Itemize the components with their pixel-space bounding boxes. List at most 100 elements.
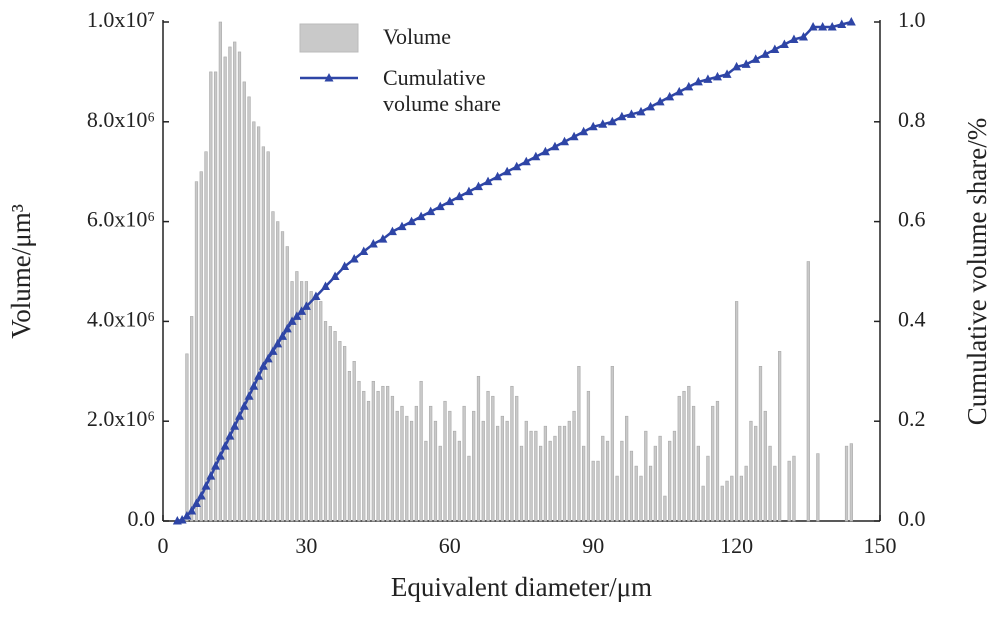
bar	[252, 121, 256, 522]
bar	[696, 445, 700, 522]
marker	[311, 291, 321, 300]
bar	[529, 430, 533, 522]
bar	[672, 430, 677, 522]
marker	[225, 431, 235, 440]
bar	[343, 346, 347, 522]
bar	[648, 465, 653, 522]
marker	[321, 281, 331, 290]
bar	[285, 246, 289, 522]
bar	[615, 475, 619, 522]
marker	[760, 49, 770, 58]
bar	[429, 405, 433, 522]
y-axis-title: Volume/μm³	[6, 204, 36, 339]
bar	[754, 425, 758, 522]
legend-label: Cumulative volume share	[383, 65, 501, 116]
marker	[297, 306, 307, 315]
bar	[304, 281, 309, 522]
bar	[787, 460, 791, 522]
bar	[744, 465, 748, 522]
bar	[639, 475, 643, 522]
bar	[610, 366, 614, 522]
marker	[531, 151, 541, 161]
bar	[562, 425, 567, 522]
marker	[435, 201, 445, 211]
marker	[201, 481, 211, 490]
legend-marker	[324, 73, 334, 82]
marker	[454, 191, 464, 201]
marker	[579, 126, 589, 136]
y2-tick-label: 0.0	[898, 506, 926, 531]
bar	[213, 71, 218, 522]
marker	[789, 34, 799, 43]
marker	[182, 511, 192, 520]
bar	[668, 440, 672, 522]
bar	[539, 445, 543, 522]
bar	[634, 465, 638, 522]
bar	[711, 405, 715, 522]
bar	[715, 400, 720, 522]
bar	[381, 385, 385, 522]
y-tick-label: 8.0x10⁶	[87, 107, 155, 132]
marker	[249, 381, 259, 390]
marker	[779, 39, 789, 48]
marker	[732, 61, 742, 71]
bar	[572, 410, 576, 522]
marker	[287, 316, 297, 325]
marker	[187, 506, 197, 515]
bar	[505, 420, 509, 522]
marker	[177, 515, 187, 524]
bar	[295, 271, 299, 522]
marker	[674, 86, 684, 96]
marker	[473, 181, 483, 191]
bar	[338, 341, 342, 522]
bar	[601, 435, 605, 522]
marker	[211, 461, 221, 470]
marker	[464, 186, 474, 196]
marker	[493, 171, 503, 181]
marker	[282, 323, 292, 333]
bar	[682, 390, 686, 522]
marker	[263, 353, 273, 363]
marker	[693, 76, 703, 86]
bar	[256, 126, 261, 522]
bar	[218, 21, 222, 522]
bar	[204, 151, 208, 522]
marker	[378, 234, 388, 243]
bar	[596, 460, 600, 522]
marker	[722, 69, 732, 78]
marker	[560, 136, 570, 146]
bar	[261, 146, 265, 522]
bar	[591, 460, 595, 522]
bar	[443, 400, 447, 522]
bar	[725, 480, 729, 522]
bar	[691, 405, 696, 522]
bar	[763, 410, 767, 522]
bar	[687, 385, 691, 522]
bar	[553, 435, 557, 522]
y2-axis-title: Cumulative volume share/%	[962, 118, 992, 425]
marker	[808, 21, 818, 31]
marker	[407, 216, 417, 226]
bar	[223, 56, 227, 522]
bar	[237, 51, 242, 522]
bar	[515, 395, 519, 522]
y2-tick-label: 0.8	[898, 107, 926, 132]
bar	[190, 316, 194, 522]
bar	[194, 181, 199, 522]
bar	[577, 366, 581, 522]
bar	[730, 475, 734, 522]
y-tick-label: 6.0x10⁶	[87, 207, 155, 232]
bar	[582, 445, 586, 522]
bar	[314, 296, 318, 522]
bar	[319, 301, 323, 522]
marker	[445, 196, 455, 206]
bar	[567, 420, 571, 522]
bar	[543, 425, 548, 522]
x-tick-label: 30	[295, 533, 317, 558]
bar	[548, 440, 552, 522]
bar	[472, 410, 476, 522]
bar	[773, 465, 777, 522]
bar	[734, 301, 739, 522]
marker	[196, 491, 206, 500]
